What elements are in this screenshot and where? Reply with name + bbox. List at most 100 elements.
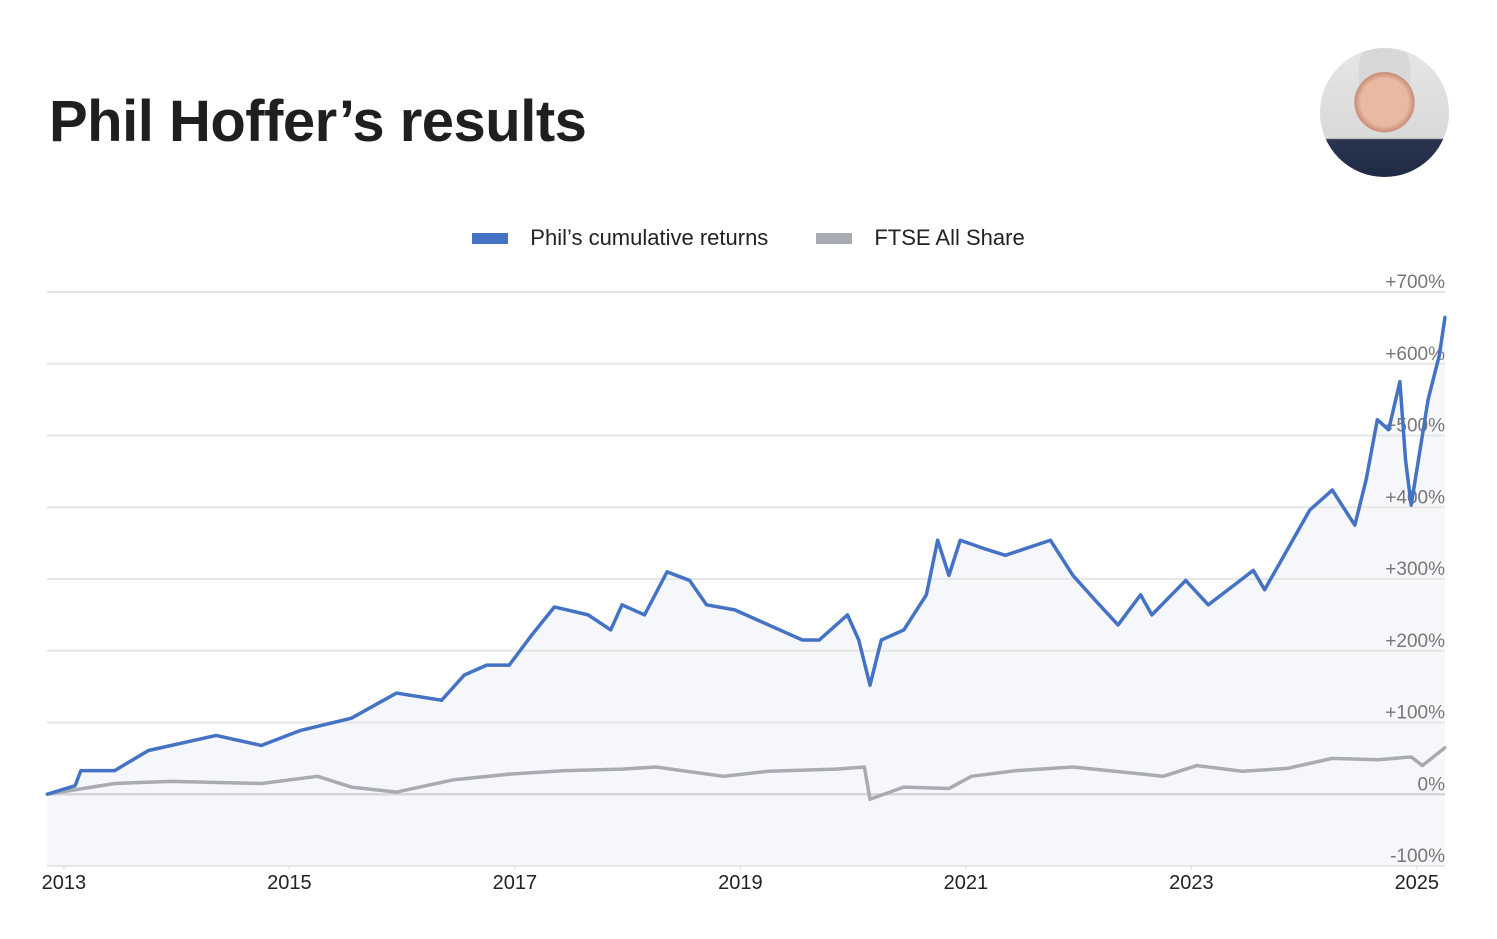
ftse-line-point (862, 765, 866, 769)
phil-line-point (845, 613, 849, 617)
y-tick-label: +400% (1385, 487, 1445, 508)
phil-line-point (1330, 488, 1334, 492)
ftse-line-point (1071, 765, 1075, 769)
ftse-line-point (1375, 758, 1379, 762)
phil-line-point (1094, 599, 1097, 603)
phil-line-point (1308, 508, 1312, 512)
page-title: Phil Hoffer’s results (49, 89, 587, 154)
y-tick-label: +100% (1385, 703, 1445, 724)
y-tick-label: +500% (1385, 416, 1445, 437)
ftse-line-point (969, 774, 973, 778)
phil-line-point (462, 673, 466, 677)
phil-line-point (1206, 603, 1210, 607)
phil-line-point (958, 538, 962, 542)
legend-swatch-ftse (816, 232, 853, 244)
phil-line-point (1426, 398, 1430, 402)
phil-line-point (868, 683, 872, 687)
phil-line-point (1263, 588, 1267, 592)
ftse-line-point (316, 774, 320, 778)
phil-line-point (767, 623, 771, 627)
phil-line-point (73, 784, 77, 788)
x-tick-label: 2013 (42, 872, 87, 894)
x-tick-label: 2023 (1169, 872, 1214, 894)
ftse-line-point (169, 779, 173, 783)
ftse-line-point (902, 785, 906, 789)
phil-line-point (1003, 553, 1007, 557)
y-tick-label: +300% (1385, 559, 1445, 580)
phil-line-point (259, 743, 263, 747)
ftse-line-point (451, 778, 455, 782)
phil-line-point (879, 638, 883, 642)
y-tick-label: 0% (1418, 774, 1446, 795)
ftse-line-point (564, 769, 568, 773)
phil-line (46, 316, 1447, 796)
y-tick-label: +200% (1385, 631, 1445, 652)
y-tick-label: -100% (1390, 846, 1445, 867)
phil-line-point (1387, 428, 1391, 432)
ftse-line-point (259, 781, 263, 785)
ftse-line-point (620, 767, 624, 771)
phil-line-point (1353, 523, 1357, 527)
ftse-line (46, 746, 1447, 802)
phil-line-point (733, 608, 737, 612)
phil-line-point (530, 633, 534, 637)
phil-line-point (800, 638, 804, 642)
ftse-line-point (1330, 756, 1334, 760)
phil-line-point (1398, 380, 1402, 384)
legend-item-phil[interactable]: Phil’s cumulative returns (472, 225, 768, 251)
ftse-line-point (767, 769, 771, 773)
ftse-line-point (113, 781, 117, 785)
phil-line-point (349, 716, 353, 720)
avatar (1320, 48, 1449, 177)
x-tick-label: 2019 (718, 872, 763, 894)
x-tick-label: 2015 (267, 872, 312, 894)
phil-line-point (1409, 503, 1413, 507)
legend-item-ftse[interactable]: FTSE All Share (816, 225, 1025, 251)
phil-line-point (395, 691, 398, 695)
legend-label-ftse: FTSE All Share (874, 225, 1025, 250)
ftse-line-point (834, 767, 838, 771)
phil-line-point (924, 593, 928, 597)
phil-line-point (643, 613, 647, 617)
ftse-line-point (1195, 764, 1199, 768)
phil-line-point (1443, 315, 1447, 319)
ftse-line-point (947, 787, 951, 791)
ftse-line-point (1161, 774, 1165, 778)
phil-line-point (45, 792, 49, 796)
phil-line-point (586, 613, 590, 617)
phil-line-point (485, 663, 489, 667)
y-tick-label: +600% (1385, 344, 1445, 365)
phil-line-point (1184, 578, 1188, 582)
ftse-line-point (1240, 769, 1244, 773)
ftse-line-point (721, 774, 725, 778)
chart-legend: Phil’s cumulative returns FTSE All Share (0, 225, 1497, 251)
ftse-line-point (868, 797, 872, 801)
phil-line-point (1364, 478, 1368, 482)
phil-line-point (79, 769, 83, 773)
phil-line-point (1071, 573, 1075, 577)
phil-line-point (299, 728, 303, 732)
ftse-line-point (1127, 771, 1131, 775)
phil-line-point (1116, 623, 1120, 627)
phil-line-point (507, 663, 511, 667)
phil-line-point (1150, 613, 1154, 617)
phil-line-point (440, 698, 444, 702)
ftse-line-point (1420, 764, 1424, 768)
phil-line-point (936, 538, 940, 542)
ftse-line-point (395, 790, 398, 794)
ftse-line-point (507, 772, 511, 776)
phil-line-point (620, 603, 624, 607)
phil-line-point (1048, 538, 1052, 542)
phil-line-point (1404, 458, 1408, 462)
ftse-line-point (1285, 766, 1289, 770)
phil-line-point (688, 578, 692, 582)
ftse-line-point (1409, 755, 1413, 759)
phil-line-point (705, 603, 709, 607)
phil-line-point (857, 638, 861, 642)
phil-line-point (1375, 418, 1379, 422)
phil-line-point (902, 628, 906, 632)
negative-area-fill (47, 794, 1445, 866)
phil-line-point (981, 546, 985, 550)
ftse-line-point (1443, 746, 1447, 750)
